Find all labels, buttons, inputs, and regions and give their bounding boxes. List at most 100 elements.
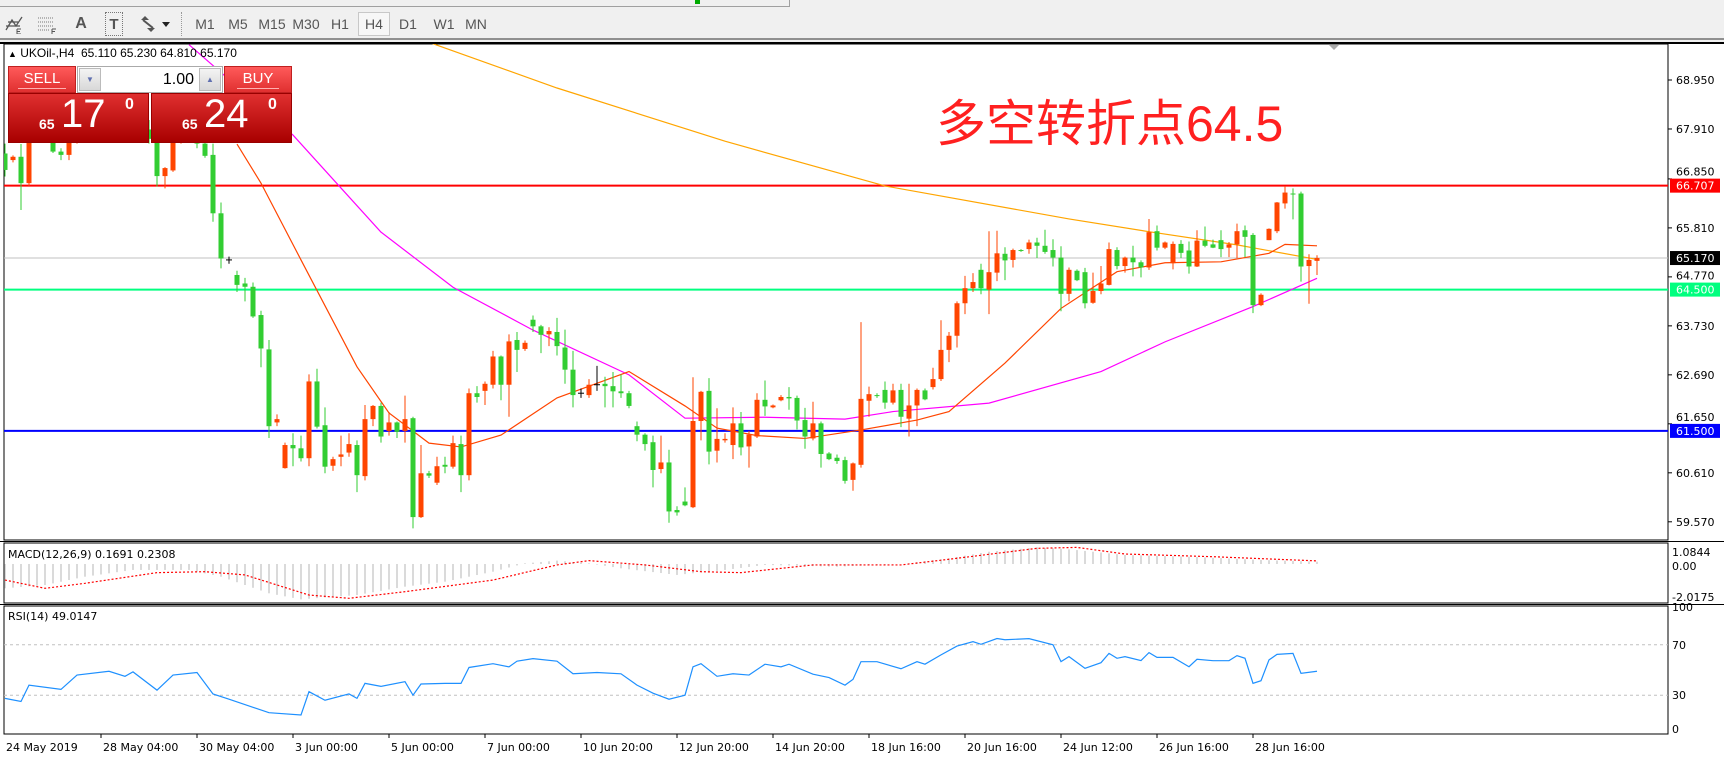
buy-button[interactable]: BUY (224, 66, 292, 93)
candle-body (394, 422, 400, 432)
candle (898, 383, 904, 428)
text-icon[interactable]: A (75, 15, 87, 32)
candle-body (1226, 244, 1232, 248)
candle-body (1114, 250, 1120, 267)
candle (610, 372, 616, 408)
candle (770, 404, 776, 409)
candle-body (10, 156, 16, 161)
candle-body (58, 151, 64, 155)
sell-button[interactable]: SELL (8, 66, 76, 93)
sell-price-major: 65 (39, 116, 55, 132)
timeframe-h1[interactable]: H1 (331, 16, 349, 32)
candle (682, 487, 688, 507)
candle (842, 456, 848, 484)
collapse-triangle-icon[interactable]: ▲ (8, 49, 17, 59)
candle (530, 315, 536, 332)
chart-toolbar: A T M1 M5 M15 M30 H1 H4 D1 W1 MN (0, 8, 1724, 40)
macd-axis-label: 1.0844 (1672, 546, 1711, 559)
candle (474, 386, 480, 403)
timeframe-m5[interactable]: M5 (228, 16, 248, 32)
candle-body (834, 457, 840, 462)
candle (242, 277, 248, 302)
lot-size-input[interactable]: 1.00 (162, 70, 194, 88)
timeframe-d1[interactable]: D1 (399, 16, 417, 32)
price-tag-bg (1670, 423, 1720, 438)
candle (394, 421, 400, 438)
candle (1274, 201, 1280, 234)
candle (1186, 241, 1192, 274)
candle (1218, 230, 1224, 258)
time-axis-label: 3 Jun 00:00 (295, 741, 358, 754)
candle (794, 395, 800, 430)
candle-body (1042, 245, 1048, 252)
candle (1194, 230, 1200, 267)
candle-body (674, 510, 680, 513)
candle-body (690, 421, 696, 508)
candle-body (274, 419, 280, 423)
candle-body (1234, 231, 1240, 245)
lot-size-stepper[interactable]: ▼ 1.00 ▲ (77, 66, 223, 93)
rsi-axis-label: 100 (1672, 601, 1693, 614)
candle-body (706, 390, 712, 452)
candle-body (818, 423, 824, 454)
candle (306, 374, 312, 467)
candle-body (1202, 240, 1208, 246)
candle (538, 324, 544, 354)
status-indicator (695, 0, 700, 4)
candle (1122, 256, 1128, 273)
candle (274, 414, 280, 427)
candle (146, 120, 152, 144)
candle (570, 350, 576, 408)
candle-body (1090, 291, 1096, 303)
buy-price-box[interactable]: 65 24 0 (151, 92, 292, 143)
grid-f-icon[interactable] (36, 12, 58, 36)
timeframe-w1[interactable]: W1 (433, 16, 455, 32)
candle (1090, 272, 1096, 304)
candle-body (378, 405, 384, 437)
candle (522, 340, 528, 351)
candle (514, 331, 520, 373)
candle (850, 462, 856, 491)
candle (410, 416, 416, 529)
candle-body (666, 462, 672, 512)
candle (1258, 293, 1264, 307)
candle-body (842, 460, 848, 481)
candle-body (458, 444, 464, 476)
timeframe-m30[interactable]: M30 (292, 16, 320, 32)
price-tag-label: 66.707 (1676, 180, 1715, 193)
arrows-dropdown-icon[interactable] (138, 12, 172, 36)
timeframe-m15[interactable]: M15 (258, 16, 286, 32)
candle-body (1074, 270, 1080, 281)
candle-body (810, 423, 816, 439)
candle (554, 317, 560, 356)
candle-body (402, 419, 408, 431)
candle-body (1010, 250, 1016, 260)
time-axis-label: 26 Jun 16:00 (1159, 741, 1229, 754)
buy-price-major: 65 (182, 116, 198, 132)
price-tag-bg (1670, 251, 1720, 266)
candle (714, 408, 720, 463)
increase-lot-button[interactable]: ▲ (199, 68, 221, 91)
candle (1298, 191, 1304, 282)
candle (978, 263, 984, 295)
timeframe-h4[interactable]: H4 (358, 12, 390, 36)
buy-label: BUY (236, 70, 280, 89)
price-tag-label: 64.500 (1676, 284, 1715, 297)
candle-body (298, 448, 304, 459)
candle (402, 395, 408, 443)
candle (698, 390, 704, 441)
text-label-icon[interactable]: T (105, 12, 123, 36)
candle-body (1298, 193, 1304, 267)
timeframe-m1[interactable]: M1 (195, 16, 215, 32)
candle (314, 368, 320, 429)
time-axis-label: 30 May 04:00 (199, 741, 274, 754)
candle-body (866, 394, 872, 401)
timeframe-mn[interactable]: MN (465, 16, 487, 32)
candle-body (626, 393, 632, 406)
sell-price-box[interactable]: 65 17 0 (8, 92, 149, 143)
headline-annotation: 多空转折点64.5 (936, 96, 1284, 152)
candle (434, 456, 440, 486)
line-studies-icon[interactable] (4, 12, 24, 36)
candle-body (714, 438, 720, 451)
decrease-lot-button[interactable]: ▼ (79, 68, 101, 91)
